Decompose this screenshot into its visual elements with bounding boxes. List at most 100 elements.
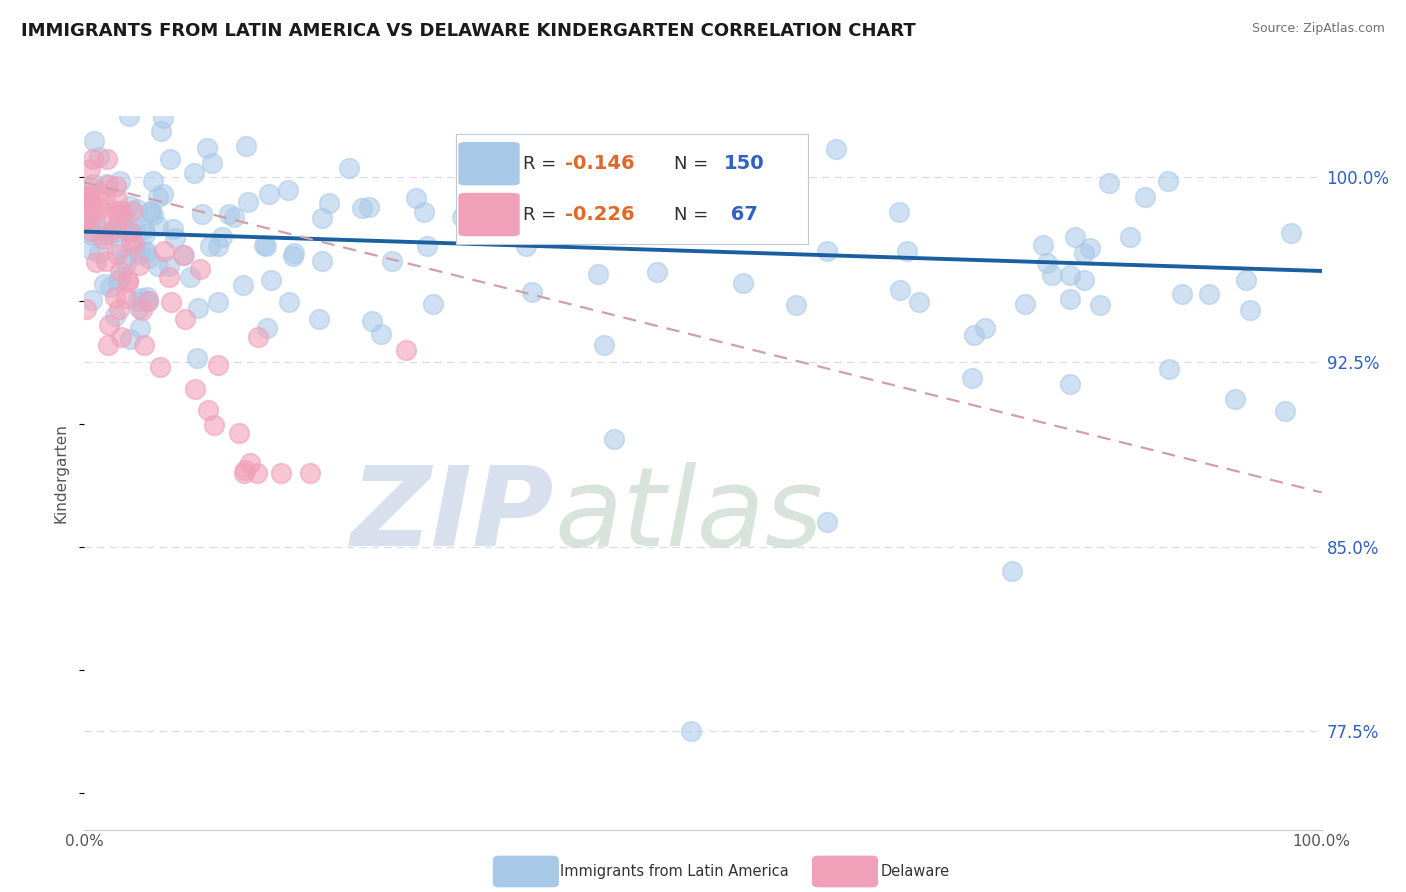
Point <box>197 403 219 417</box>
Point <box>253 237 276 252</box>
Point <box>96 254 118 268</box>
Point <box>963 328 986 343</box>
Point <box>75 194 97 208</box>
Point <box>127 202 149 217</box>
Point <box>83 135 105 149</box>
Point <box>132 244 155 259</box>
Point <box>104 290 127 304</box>
Text: N =: N = <box>673 205 714 224</box>
Point <box>1279 226 1302 240</box>
Point <box>115 257 138 271</box>
Point <box>311 211 333 226</box>
Point <box>115 291 138 305</box>
Text: Immigrants from Latin America: Immigrants from Latin America <box>560 864 789 879</box>
Point <box>173 248 195 262</box>
Point <box>107 209 129 223</box>
Point <box>87 186 110 200</box>
Point <box>311 254 333 268</box>
Text: R =: R = <box>523 154 561 173</box>
Point <box>124 219 146 234</box>
Point <box>108 302 131 317</box>
Point <box>75 213 97 227</box>
Point <box>118 109 141 123</box>
Point <box>662 204 685 219</box>
Point <box>128 247 150 261</box>
Point <box>82 178 104 192</box>
Point <box>110 271 132 285</box>
Point <box>451 210 474 224</box>
Point <box>80 293 103 308</box>
Point <box>98 318 121 332</box>
Point <box>120 199 142 213</box>
Point <box>104 220 127 235</box>
Point <box>211 229 233 244</box>
Point <box>128 301 150 315</box>
Text: Delaware: Delaware <box>880 864 949 879</box>
Point <box>131 291 153 305</box>
Point <box>1036 256 1059 270</box>
Point <box>89 201 111 215</box>
Point <box>127 293 149 308</box>
Point <box>228 426 250 441</box>
Point <box>233 463 256 477</box>
Point <box>896 244 918 258</box>
Point <box>232 278 254 293</box>
Point <box>232 466 254 480</box>
Text: -0.146: -0.146 <box>565 154 634 173</box>
Point <box>75 302 97 317</box>
Point <box>620 204 643 219</box>
Point <box>1059 292 1081 306</box>
Point <box>120 225 142 239</box>
Point <box>131 303 153 318</box>
Point <box>360 314 382 328</box>
Point <box>359 201 381 215</box>
Point <box>889 283 911 297</box>
Point <box>79 162 101 177</box>
Point <box>184 382 207 396</box>
Point <box>120 332 142 346</box>
Point <box>1001 564 1024 578</box>
Point <box>299 466 322 480</box>
Point <box>107 203 129 218</box>
Point <box>112 208 135 222</box>
Point <box>278 294 301 309</box>
Point <box>815 244 838 258</box>
Point <box>960 371 983 385</box>
Point <box>593 338 616 352</box>
Point <box>128 258 150 272</box>
Point <box>1059 268 1081 283</box>
Point <box>283 245 305 260</box>
Point <box>98 280 121 294</box>
Point <box>254 239 277 253</box>
Point <box>152 112 174 126</box>
Point <box>246 330 269 344</box>
Point <box>84 254 107 268</box>
Point <box>235 139 257 153</box>
Point <box>82 224 104 238</box>
Point <box>308 311 330 326</box>
Point <box>238 195 260 210</box>
Text: IMMIGRANTS FROM LATIN AMERICA VS DELAWARE KINDERGARTEN CORRELATION CHART: IMMIGRANTS FROM LATIN AMERICA VS DELAWAR… <box>21 22 915 40</box>
Point <box>889 205 911 219</box>
Point <box>259 187 281 202</box>
Point <box>1133 190 1156 204</box>
Point <box>121 203 143 218</box>
Point <box>281 249 304 263</box>
Point <box>110 242 132 256</box>
Point <box>405 192 427 206</box>
Point <box>202 417 225 432</box>
Point <box>138 251 160 265</box>
Point <box>76 188 98 202</box>
Point <box>96 178 118 192</box>
Point <box>135 289 157 303</box>
Point <box>207 295 229 310</box>
Point <box>79 242 101 256</box>
Point <box>1098 177 1121 191</box>
Point <box>105 179 128 194</box>
Point <box>183 165 205 179</box>
Point <box>117 219 139 234</box>
Point <box>135 244 157 259</box>
Point <box>141 204 163 219</box>
Point <box>105 192 128 206</box>
Point <box>93 277 115 292</box>
